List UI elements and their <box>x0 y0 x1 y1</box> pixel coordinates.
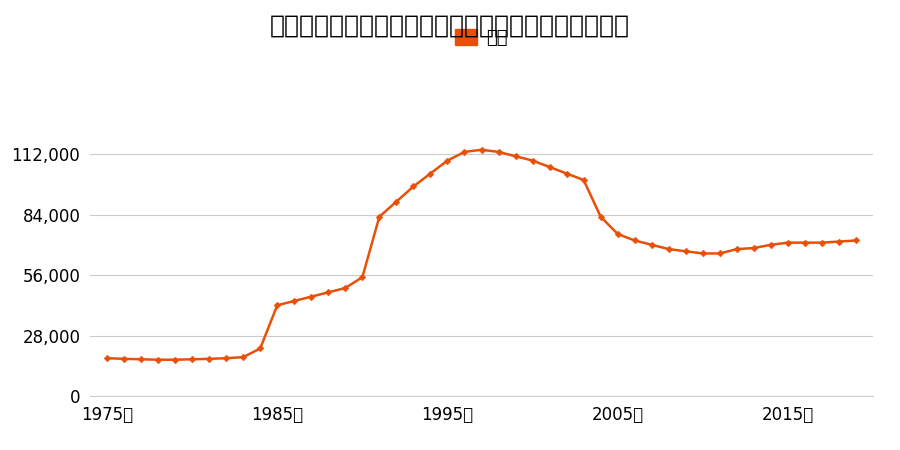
Legend: 価格: 価格 <box>448 22 515 54</box>
Text: 沖縄県島尻郡南風原村字兼城兼城原５４番の地価推移: 沖縄県島尻郡南風原村字兼城兼城原５４番の地価推移 <box>270 14 630 37</box>
